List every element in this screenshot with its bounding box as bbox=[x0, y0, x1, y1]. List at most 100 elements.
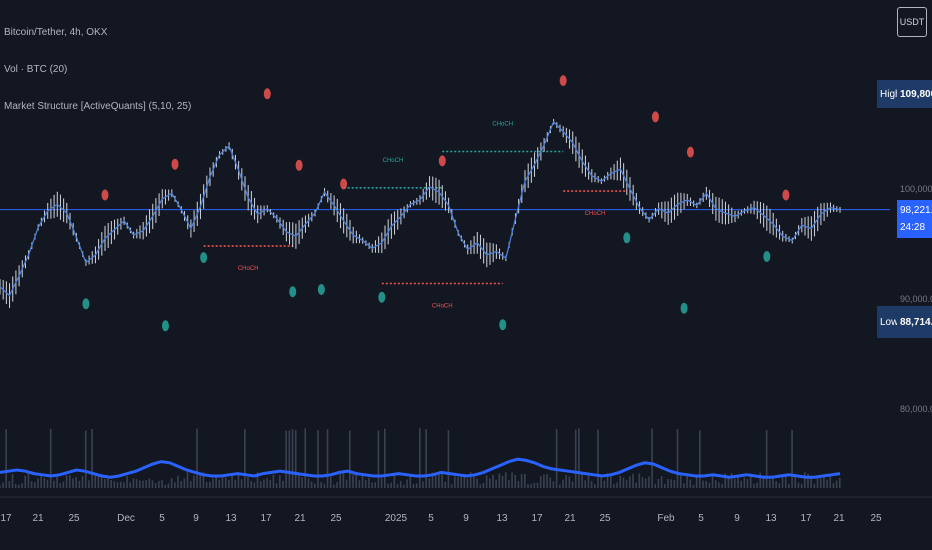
volume-bar bbox=[835, 480, 838, 488]
swing-low-marker bbox=[289, 286, 297, 298]
volume-bar bbox=[135, 478, 138, 488]
legend-symbol[interactable]: Bitcoin/Tether, 4h, OKX bbox=[4, 27, 108, 38]
volume-bar bbox=[298, 473, 300, 488]
volume-bar bbox=[154, 482, 157, 488]
volume-bar bbox=[310, 481, 313, 488]
volume-bar bbox=[444, 481, 447, 488]
volume-bar bbox=[438, 474, 440, 488]
volume-bar bbox=[473, 474, 475, 488]
volume-bar bbox=[177, 475, 179, 488]
legend-indicator[interactable]: Market Structure [ActiveQuants] (5,10, 2… bbox=[4, 101, 192, 112]
x-tick-label: 25 bbox=[330, 513, 342, 524]
volume-bar bbox=[679, 475, 682, 488]
volume-bar bbox=[606, 473, 609, 488]
volume-bar bbox=[116, 482, 119, 488]
volume-bar bbox=[412, 483, 415, 488]
volume-bar bbox=[183, 478, 186, 488]
countdown-timer: 24:28 bbox=[900, 222, 926, 233]
volume-bar bbox=[371, 482, 373, 488]
volume-bar bbox=[829, 474, 832, 488]
x-tick-label: 13 bbox=[765, 513, 777, 524]
volume-bar bbox=[664, 483, 666, 488]
volume-bar bbox=[673, 480, 676, 488]
volume-bar bbox=[228, 479, 230, 488]
volume-bar bbox=[584, 480, 587, 488]
volume-bar bbox=[632, 473, 634, 488]
volume-bar bbox=[387, 483, 389, 488]
volume-bar bbox=[352, 474, 354, 488]
volume-bar bbox=[683, 483, 685, 488]
volume-bar bbox=[425, 429, 427, 488]
volume-bar bbox=[380, 478, 383, 488]
volume-bar bbox=[403, 484, 405, 488]
volume-bar bbox=[692, 484, 695, 488]
volume-bar bbox=[158, 481, 160, 488]
volume-bar bbox=[5, 429, 7, 488]
volume-bar bbox=[651, 428, 653, 488]
currency-button[interactable]: USDT bbox=[897, 7, 927, 37]
x-tick-label: 25 bbox=[599, 513, 611, 524]
volume-bar bbox=[718, 482, 720, 488]
volume-bar bbox=[568, 476, 571, 488]
volume-bar bbox=[234, 480, 237, 488]
volume-bar bbox=[702, 480, 704, 488]
volume-bar bbox=[345, 479, 348, 488]
volume-bar bbox=[399, 481, 402, 488]
volume-bar bbox=[46, 479, 49, 488]
volume-bar bbox=[781, 475, 784, 488]
volume-bar bbox=[463, 474, 466, 488]
volume-bar bbox=[180, 480, 182, 488]
volume-bar bbox=[237, 474, 240, 488]
x-tick-label: 13 bbox=[225, 513, 237, 524]
volume-bar bbox=[113, 481, 116, 488]
x-tick-label: 21 bbox=[564, 513, 576, 524]
volume-bar bbox=[635, 482, 637, 488]
x-tick-label: 2025 bbox=[384, 513, 408, 524]
volume-bar bbox=[654, 483, 657, 488]
volume-bar bbox=[145, 480, 147, 488]
x-tick-label: 17 bbox=[0, 513, 12, 524]
volume-bar bbox=[107, 476, 109, 488]
x-tick-label: 5 bbox=[159, 513, 165, 524]
volume-bar bbox=[100, 474, 103, 488]
volume-bar bbox=[139, 480, 141, 488]
swing-low-marker bbox=[378, 291, 386, 303]
x-tick-label: 9 bbox=[463, 513, 469, 524]
volume-bar bbox=[349, 430, 351, 488]
volume-bar bbox=[59, 483, 62, 488]
volume-bar bbox=[40, 474, 42, 488]
x-tick-label: 5 bbox=[698, 513, 704, 524]
volume-bar bbox=[415, 483, 418, 488]
x-tick-label: 21 bbox=[833, 513, 845, 524]
volume-ma-line bbox=[0, 457, 841, 479]
volume-bar bbox=[336, 482, 338, 488]
legend-volume[interactable]: Vol · BTC (20) bbox=[4, 64, 68, 75]
volume-bar bbox=[695, 476, 698, 488]
volume-bar bbox=[279, 475, 281, 488]
volume-bar bbox=[562, 479, 564, 488]
choch-label: CHoCH bbox=[492, 122, 513, 128]
volume-bar bbox=[629, 476, 631, 488]
volume-bar bbox=[800, 483, 803, 488]
volume-bar bbox=[215, 477, 217, 488]
volume-bar bbox=[797, 482, 800, 488]
volume-bar bbox=[285, 430, 287, 488]
volume-bar bbox=[746, 479, 749, 488]
volume-bar bbox=[37, 478, 39, 488]
volume-bar bbox=[450, 484, 453, 488]
volume-bar bbox=[393, 472, 396, 488]
volume-bar bbox=[317, 430, 319, 488]
volume-bar bbox=[84, 430, 87, 488]
swing-high-marker bbox=[101, 189, 109, 201]
volume-bar bbox=[167, 483, 170, 488]
volume-bar bbox=[520, 474, 523, 488]
volume-bar bbox=[189, 481, 192, 488]
swing-low-marker bbox=[680, 302, 688, 314]
volume-bar bbox=[91, 428, 93, 488]
volume-bar bbox=[832, 483, 835, 488]
volume-bar bbox=[275, 483, 278, 488]
volume-bar bbox=[686, 472, 688, 488]
volume-bar bbox=[613, 484, 615, 488]
volume-bar bbox=[721, 483, 723, 488]
